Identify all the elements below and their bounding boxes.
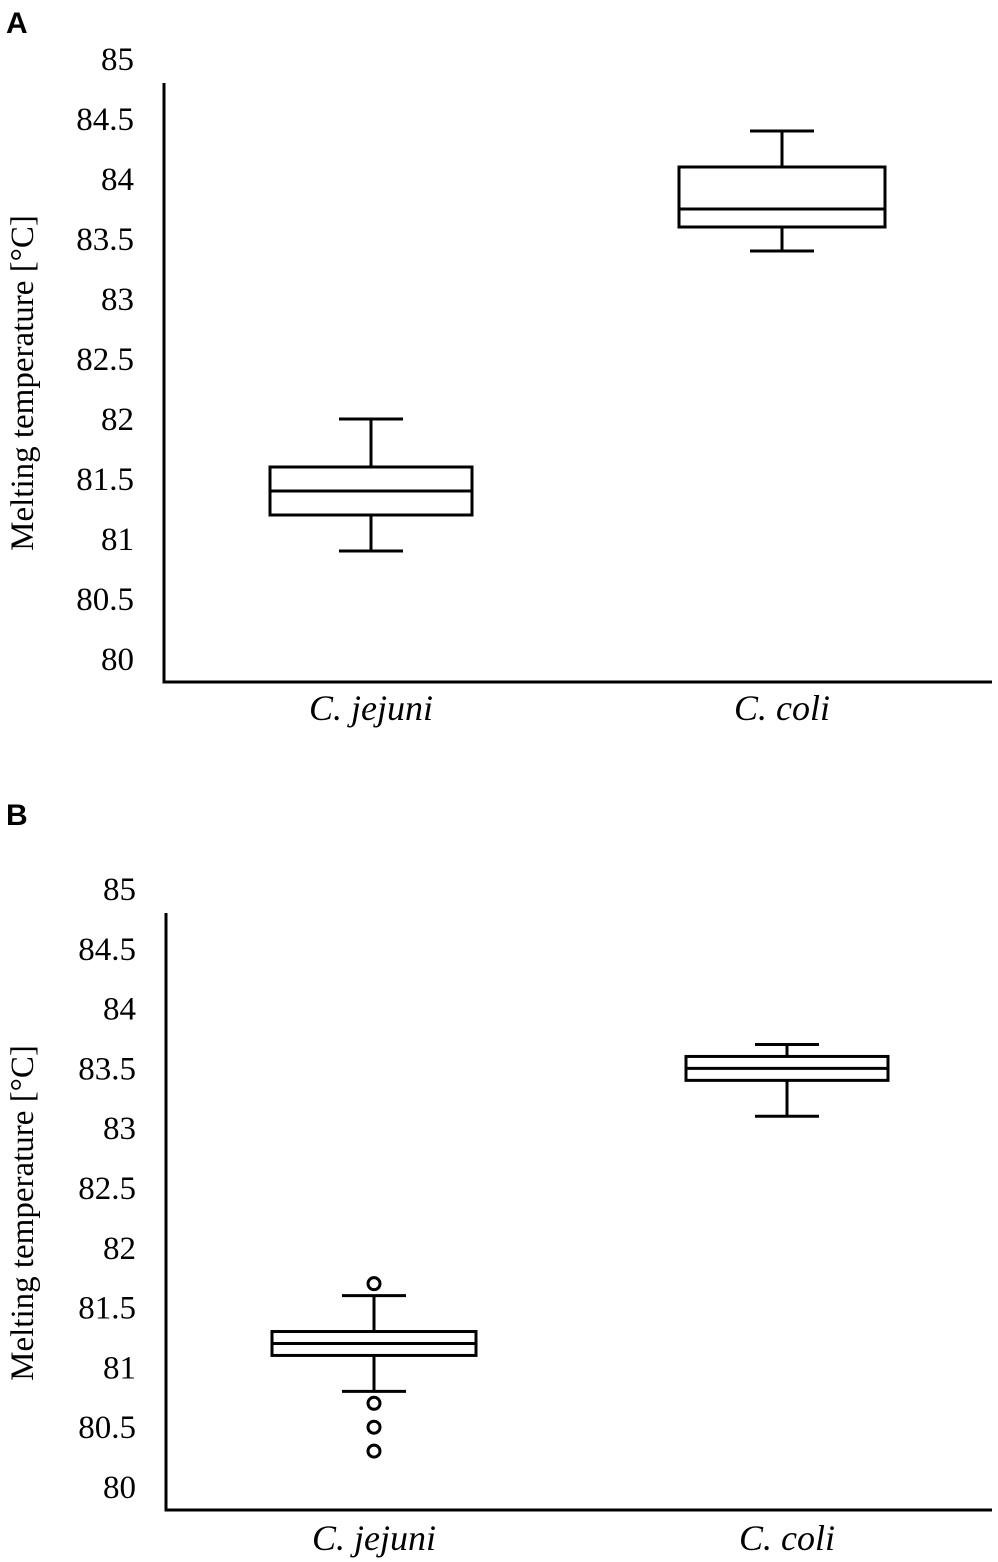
panel-b: B Melting temperature [°C] 8080.58181.58… [5,799,992,1558]
panel-b-outlier-point [366,1276,382,1292]
panel-a-axes [162,83,992,684]
panel-b-y-tick-label: 81.5 [78,1291,136,1327]
panel-a-y-tick-label: 82 [101,402,134,438]
panel-a-y-tick-label: 84.5 [76,102,134,138]
panel-b-outlier-point [366,1419,382,1435]
panel-a-letter: A [6,7,28,40]
panel-b-letter: B [6,799,28,832]
panel-b-y-tick-label: 83.5 [78,1051,136,1087]
panel-a-y-axis-title: Melting temperature [°C] [5,215,41,551]
panel-a-y-tick-label: 81.5 [76,462,134,498]
panel-b-category-label: C. coli [739,1518,835,1558]
panel-a: A Melting temperature [°C] 8080.58181.58… [5,7,992,728]
panel-b-y-tick-label: 82 [103,1231,136,1267]
panel-b-outlier-point [366,1395,382,1411]
panel-b-outlier-point [366,1443,382,1459]
panel-a-category-label: C. jejuni [309,688,433,728]
panel-a-y-tick-label: 80 [101,642,134,678]
panel-a-y-tick-label: 85 [101,42,134,78]
panel-b-y-axis-title: Melting temperature [°C] [5,1045,41,1381]
panel-a-y-tick-label: 84 [101,162,134,198]
panel-b-plot-area: 80 80.5 81 81.5 82 82.5 83 83.5 84 84.5 85 C. jejun… [78,872,992,1558]
panel-a-y-tick-label: 83.5 [76,222,134,258]
panel-b-axes [164,913,992,1512]
panel-b-y-tick-label: 85 [103,872,136,908]
panel-b-y-tick-label: 83 [103,1111,136,1147]
panel-b-category-label: C. jejuni [312,1518,436,1558]
panel-a-y-tick-label: 82.5 [76,342,134,378]
panel-a-y-tick-label: 83 [101,282,134,318]
panel-a-y-tick-label: 81 [101,522,134,558]
panel-a-plot-area: 80 80.5 81 81.5 82 82.5 83 83.5 84 84.5 85 C. jejun… [76,42,992,728]
panel-b-y-tick-label: 81 [103,1350,136,1386]
panel-a-y-tick-label: 80.5 [76,582,134,618]
panel-b-y-tick-label: 82.5 [78,1171,136,1207]
panel-b-y-tick-label: 84.5 [78,932,136,968]
panel-b-y-tick-label: 80.5 [78,1410,136,1446]
panel-b-y-tick-label: 80 [103,1470,136,1506]
panel-b-y-tick-label: 84 [103,992,136,1028]
panel-a-box [677,165,887,229]
panel-a-category-label: C. coli [734,688,830,728]
